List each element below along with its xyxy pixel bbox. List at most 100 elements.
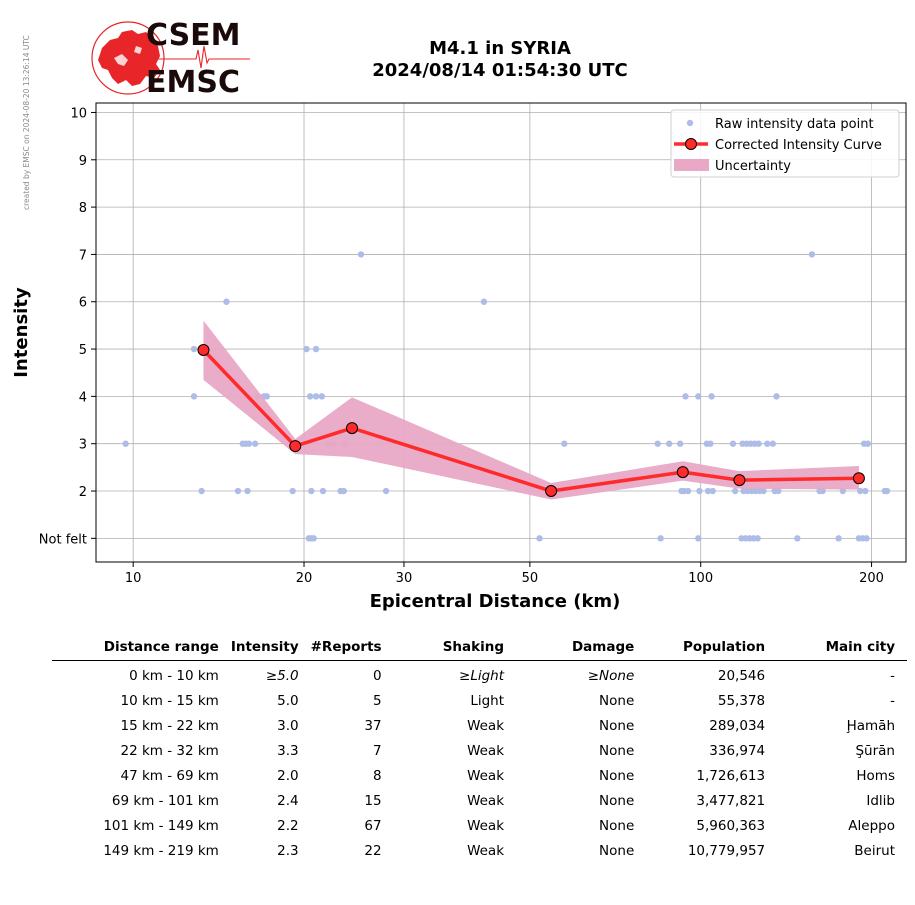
chart-subtitle: 2024/08/14 01:54:30 UTC — [372, 60, 628, 81]
table-cell-damage: ≥None — [587, 667, 635, 684]
table-header-row: Distance range Intensity #Reports Shaking Da… — [52, 638, 907, 661]
intensity-table: Distance range Intensity #Reports Shaking Da… — [52, 638, 907, 863]
raw-data-point — [536, 535, 543, 542]
raw-data-point — [263, 393, 271, 400]
table-cell-damage: None — [599, 717, 635, 734]
table-cell-city: Ḩamāh — [846, 717, 895, 734]
table-cell-intensity: 2.4 — [277, 792, 299, 809]
table-cell-reports: 22 — [364, 842, 382, 859]
table-cell-reports: 0 — [372, 667, 382, 684]
raw-data-point — [695, 393, 702, 400]
y-tick-label: 3 — [79, 438, 87, 453]
table-cell-range: 69 km - 101 km — [111, 792, 219, 809]
table-row: 10 km - 15 km 5.0 5 Light None 55,378 - — [52, 688, 907, 713]
raw-data-point — [319, 487, 327, 495]
curve-marker — [733, 474, 746, 487]
table-header-cell: Population — [682, 639, 766, 655]
raw-data-point — [754, 535, 761, 542]
raw-data-point — [251, 440, 259, 447]
raw-data-point — [684, 487, 692, 495]
table-cell-range: 15 km - 22 km — [120, 717, 219, 734]
table-cell-city: Aleppo — [848, 817, 895, 834]
table-cell-intensity: 5.0 — [277, 692, 299, 709]
table-body: 0 km - 10 km ≥5.0 0 ≥Light ≥None 20,546-10 km… — [52, 661, 907, 864]
raw-data-point — [764, 440, 771, 447]
y-tick-label: 7 — [79, 248, 87, 263]
table-header-cell: Intensity — [230, 639, 299, 655]
table-cell-population: 5,960,363 — [696, 817, 766, 834]
raw-data-point — [340, 487, 347, 495]
raw-data-point — [312, 345, 320, 353]
raw-data-point — [731, 487, 739, 495]
raw-data-point — [310, 535, 317, 542]
table-cell-population: 3,477,821 — [696, 792, 766, 809]
table-cell-damage: None — [599, 767, 635, 784]
y-axis-label: Intensity — [11, 287, 32, 378]
raw-data-point — [729, 440, 737, 447]
table-row: 22 km - 32 km 3.3 7 Weak None 336,974 Şūrān — [52, 738, 907, 763]
table-row: 101 km - 149 km 2.2 67 Weak None 5,960,363 Ale… — [52, 813, 907, 838]
table-row: 15 km - 22 km 3.0 37 Weak None 289,034 Ḩamāh — [52, 713, 907, 738]
x-tick-label: 20 — [296, 571, 313, 586]
raw-data-point — [769, 440, 777, 447]
raw-data-point — [808, 251, 816, 258]
raw-data-point — [308, 487, 315, 495]
raw-data-point — [709, 487, 716, 495]
legend-label: Uncertainty — [715, 159, 791, 174]
raw-data-point — [312, 393, 320, 400]
raw-data-point — [755, 440, 762, 447]
y-tick-label: 8 — [79, 201, 87, 216]
table-cell-range: 149 km - 219 km — [103, 842, 219, 859]
curve-marker — [545, 485, 558, 498]
raw-data-point — [707, 440, 714, 447]
x-tick-label: 100 — [688, 571, 713, 586]
table-cell-population: 336,974 — [709, 742, 766, 759]
x-tick-label: 30 — [396, 571, 413, 586]
table-header-cell: Distance range — [103, 639, 219, 655]
raw-data-point — [382, 487, 390, 495]
logo-text-emsc: EMSC — [146, 65, 240, 98]
raw-data-point — [289, 487, 296, 495]
table-header-cell: #Reports — [310, 639, 382, 655]
table-header-cell: Shaking — [442, 639, 505, 655]
table-cell-city: - — [890, 692, 895, 709]
raw-data-point — [480, 298, 488, 305]
legend-marker-raw — [686, 119, 694, 127]
raw-data-point — [835, 535, 842, 542]
table-header-cell: Damage — [571, 639, 635, 655]
table-cell-shaking: Weak — [467, 817, 505, 834]
x-tick-label: 200 — [859, 571, 884, 586]
table-cell-intensity: 3.0 — [277, 717, 299, 734]
table-cell-reports: 7 — [372, 742, 382, 759]
raw-data-point — [657, 535, 664, 542]
table-cell-damage: None — [599, 792, 635, 809]
table-cell-reports: 8 — [372, 767, 382, 784]
table-cell-population: 1,726,613 — [696, 767, 766, 784]
csem-emsc-logo: CSEM EMSC — [91, 18, 250, 98]
table-cell-intensity: 3.3 — [277, 742, 299, 759]
table-cell-damage: None — [599, 692, 635, 709]
table-cell-population: 55,378 — [717, 692, 766, 709]
table-cell-damage: None — [599, 817, 635, 834]
raw-data-point — [819, 487, 826, 495]
legend-marker-curve-dot — [685, 138, 697, 150]
curve-marker — [852, 472, 865, 485]
raw-data-point — [704, 487, 712, 495]
table-row: 149 km - 219 km 2.3 22 Weak None 10,779,957 Be… — [52, 838, 907, 863]
table-row: 0 km - 10 km ≥5.0 0 ≥Light ≥None 20,546 - — [52, 661, 907, 689]
legend-label: Raw intensity data point — [715, 117, 874, 132]
table-cell-range: 0 km - 10 km — [129, 667, 219, 684]
raw-data-point — [760, 487, 767, 495]
legend-box — [670, 109, 900, 178]
raw-data-point — [864, 440, 872, 447]
logo-seismogram — [146, 45, 250, 69]
raw-data-point — [695, 535, 702, 542]
table-cell-population: 20,546 — [717, 667, 766, 684]
raw-data-point — [561, 440, 568, 447]
table-cell-range: 101 km - 149 km — [103, 817, 219, 834]
raw-data-point — [190, 345, 198, 353]
curve-marker — [289, 440, 302, 453]
table-cell-reports: 37 — [364, 717, 382, 734]
logo-globe-ring — [91, 21, 165, 95]
curve-marker — [346, 422, 359, 435]
